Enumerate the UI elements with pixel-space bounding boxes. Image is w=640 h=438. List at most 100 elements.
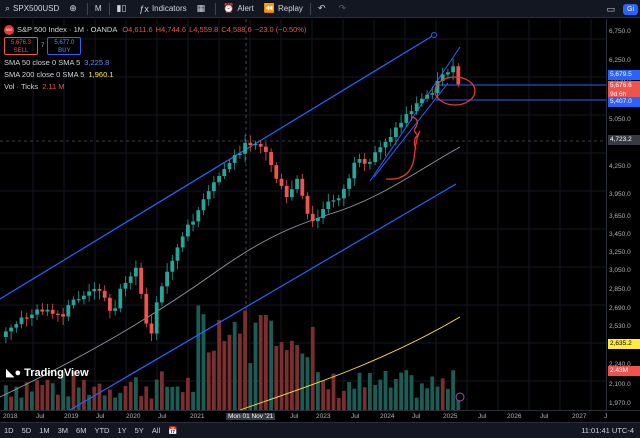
chart-type-button[interactable]: ▮▯ bbox=[112, 0, 135, 18]
volume-bar bbox=[342, 390, 346, 410]
range-1m[interactable]: 1M bbox=[39, 426, 50, 435]
layout-button[interactable]: ▭ bbox=[601, 0, 623, 18]
candle-body bbox=[232, 155, 237, 163]
candlesticks[interactable] bbox=[4, 58, 461, 344]
candle-body bbox=[102, 290, 107, 298]
range-1y[interactable]: 1Y bbox=[117, 426, 127, 435]
range-5d[interactable]: 5D bbox=[21, 426, 32, 435]
sell-button[interactable]: 5,676.3 SELL bbox=[4, 37, 38, 55]
chart-canvas[interactable] bbox=[0, 19, 606, 410]
divider bbox=[215, 2, 217, 15]
sma200-legend[interactable]: SMA 200 close 0 SMA 5 1,960.1 bbox=[4, 69, 306, 81]
volume-bar bbox=[56, 394, 60, 410]
volume-bar bbox=[305, 357, 310, 410]
time-label: Jul bbox=[96, 413, 105, 420]
time-label: Jul bbox=[412, 413, 421, 420]
price-tick: 3,050.0 bbox=[609, 267, 631, 274]
indicators-icon: ƒx bbox=[139, 3, 149, 14]
candle-body bbox=[154, 302, 159, 334]
candle-body bbox=[409, 111, 414, 115]
volume-bar bbox=[295, 345, 299, 410]
interval-label: M bbox=[94, 4, 102, 13]
candle-body bbox=[191, 221, 195, 225]
indicators-button[interactable]: ƒx Indicators bbox=[134, 0, 191, 18]
time-axis[interactable]: 2018 Jul 2019 Jul 2020 Jul 2021 Mon 01 Nov '21 J… bbox=[0, 410, 640, 422]
compare-button[interactable]: ⊕ bbox=[64, 0, 85, 18]
range-ytd[interactable]: YTD bbox=[94, 426, 110, 435]
event-marker-icon bbox=[455, 392, 465, 402]
range-6m[interactable]: 6M bbox=[76, 426, 87, 435]
candle-body bbox=[144, 293, 149, 324]
divider bbox=[309, 2, 311, 15]
buy-button[interactable]: 5,677.0 BUY bbox=[47, 37, 82, 55]
range-all[interactable]: All bbox=[151, 426, 161, 435]
volume-label: Vol · Ticks bbox=[4, 82, 39, 91]
candle-body bbox=[56, 313, 60, 316]
volume-bar bbox=[139, 395, 143, 410]
price-tick: 4,250.0 bbox=[609, 163, 631, 170]
candle-body bbox=[238, 153, 242, 156]
time-label: Jul bbox=[540, 413, 549, 420]
drawings[interactable] bbox=[385, 76, 476, 402]
price-tick: 6,250.0 bbox=[609, 57, 631, 64]
volume-bar bbox=[378, 379, 383, 410]
volume-bar bbox=[30, 391, 34, 410]
candle-body bbox=[14, 324, 19, 328]
sma200-label: SMA 200 close 0 SMA 5 bbox=[4, 70, 85, 79]
volume-bar bbox=[123, 385, 128, 410]
volume-bar bbox=[331, 373, 336, 410]
price-tag-volume-text: 2.43M bbox=[610, 367, 629, 374]
volume-bar bbox=[269, 320, 273, 410]
redo-button[interactable]: ↷ bbox=[333, 0, 354, 18]
volume-bar bbox=[4, 385, 8, 410]
calendar-icon[interactable]: 📅 bbox=[168, 426, 178, 435]
replay-button[interactable]: ⏪ Replay bbox=[259, 0, 308, 18]
price-tick: 2,100.0 bbox=[609, 381, 631, 388]
candle-body bbox=[435, 80, 440, 94]
price-tag-volume: 2.43M bbox=[608, 366, 640, 376]
volume-bar bbox=[87, 394, 91, 410]
get-button[interactable]: Gi bbox=[623, 3, 638, 15]
candle-body bbox=[388, 136, 393, 142]
candle-body bbox=[71, 299, 76, 306]
volume-legend[interactable]: Vol · Ticks 2.11 M bbox=[4, 81, 306, 93]
candle-body bbox=[180, 236, 185, 248]
trend-channel[interactable] bbox=[0, 32, 606, 411]
chart-pane[interactable] bbox=[0, 19, 606, 410]
candle-body bbox=[227, 162, 232, 170]
volume-bars bbox=[4, 305, 461, 410]
range-3m[interactable]: 3M bbox=[57, 426, 69, 435]
volume-bar bbox=[243, 310, 247, 410]
range-1d[interactable]: 1D bbox=[4, 426, 14, 435]
candle-body bbox=[316, 217, 320, 222]
alert-button[interactable]: ⏰ Alert bbox=[218, 0, 259, 18]
price-axis[interactable]: 6,750.06,250.05,850.05,450.05,050.04,650… bbox=[606, 19, 640, 410]
price-tag-hline-text: 5,407.0 bbox=[610, 98, 632, 105]
clock[interactable]: 11:01:41 UTC-4 bbox=[581, 426, 634, 435]
volume-bar bbox=[362, 387, 367, 410]
undo-button[interactable]: ↶ bbox=[313, 0, 334, 18]
time-label: J bbox=[604, 413, 608, 420]
price-tick: 5,850.0 bbox=[609, 77, 631, 84]
symbol-search[interactable]: ⌕ SPX500USD bbox=[0, 0, 64, 18]
candle-body bbox=[76, 299, 81, 301]
candle-body bbox=[45, 309, 50, 312]
volume-bar bbox=[232, 322, 237, 410]
trend-line-2 bbox=[373, 82, 449, 178]
sma50-legend[interactable]: SMA 50 close 0 SMA 5 3,225.8 bbox=[4, 57, 306, 69]
alarm-clock-icon: ⏰ bbox=[223, 3, 235, 13]
templates-button[interactable]: ▦ bbox=[192, 0, 214, 18]
volume-bar bbox=[76, 387, 81, 410]
volume-bar bbox=[149, 398, 154, 410]
range-5y[interactable]: 5Y bbox=[134, 426, 144, 435]
candle-body bbox=[206, 191, 211, 200]
interval-button[interactable]: M bbox=[90, 0, 107, 18]
candle-body bbox=[128, 276, 133, 283]
volume-bar bbox=[144, 386, 149, 410]
time-label: Jul bbox=[158, 413, 167, 420]
volume-bar bbox=[206, 352, 211, 410]
candle-body bbox=[9, 327, 13, 332]
candle-body bbox=[19, 317, 24, 325]
legend-title-row: 500 S&P 500 Index · 1M · OANDA O4,611.6 … bbox=[4, 24, 306, 36]
candle-body bbox=[4, 331, 8, 337]
